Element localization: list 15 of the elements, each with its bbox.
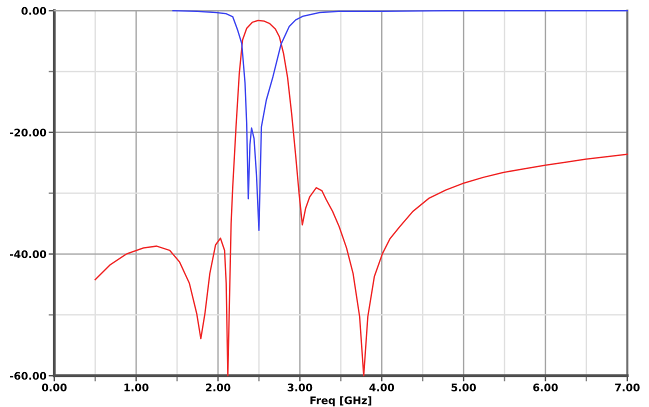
x-tick-label: 7.00 — [615, 384, 640, 392]
x-tick-label: 2.00 — [206, 384, 230, 392]
x-tick-label: 3.00 — [288, 384, 312, 392]
x-tick-label: 1.00 — [124, 384, 149, 392]
x-tick-label: 5.00 — [452, 384, 476, 392]
y-tick-label: -60.00 — [10, 372, 46, 380]
line-series — [172, 10, 628, 232]
line-series — [94, 20, 628, 376]
y-tick-label: 0.00 — [21, 6, 46, 15]
x-tick-label: 4.00 — [369, 384, 394, 392]
x-axis-title: Freq [GHz] — [310, 396, 372, 406]
x-tick-label: 0.00 — [42, 384, 67, 392]
y-tick-label: -40.00 — [10, 250, 46, 258]
x-tick-label: 6.00 — [533, 384, 558, 392]
y-tick-label: -20.00 — [10, 128, 46, 136]
